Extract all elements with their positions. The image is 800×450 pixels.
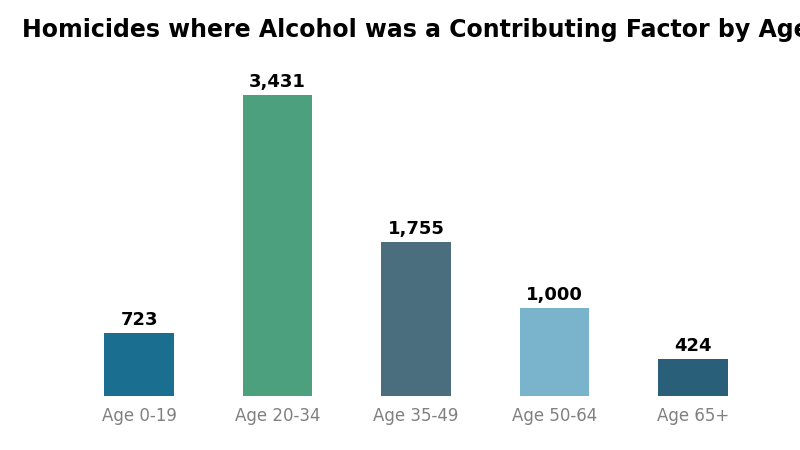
- Bar: [243, 95, 312, 396]
- Text: 3,431: 3,431: [249, 73, 306, 91]
- Bar: [658, 359, 727, 396]
- Title: Homicides where Alcohol was a Contributing Factor by Age: Homicides where Alcohol was a Contributi…: [22, 18, 800, 42]
- Text: 1,000: 1,000: [526, 286, 583, 304]
- Bar: [105, 333, 174, 396]
- Bar: [520, 308, 589, 396]
- Text: 723: 723: [120, 310, 158, 328]
- Text: 424: 424: [674, 337, 712, 355]
- Bar: [382, 242, 450, 396]
- Text: 1,755: 1,755: [387, 220, 445, 238]
